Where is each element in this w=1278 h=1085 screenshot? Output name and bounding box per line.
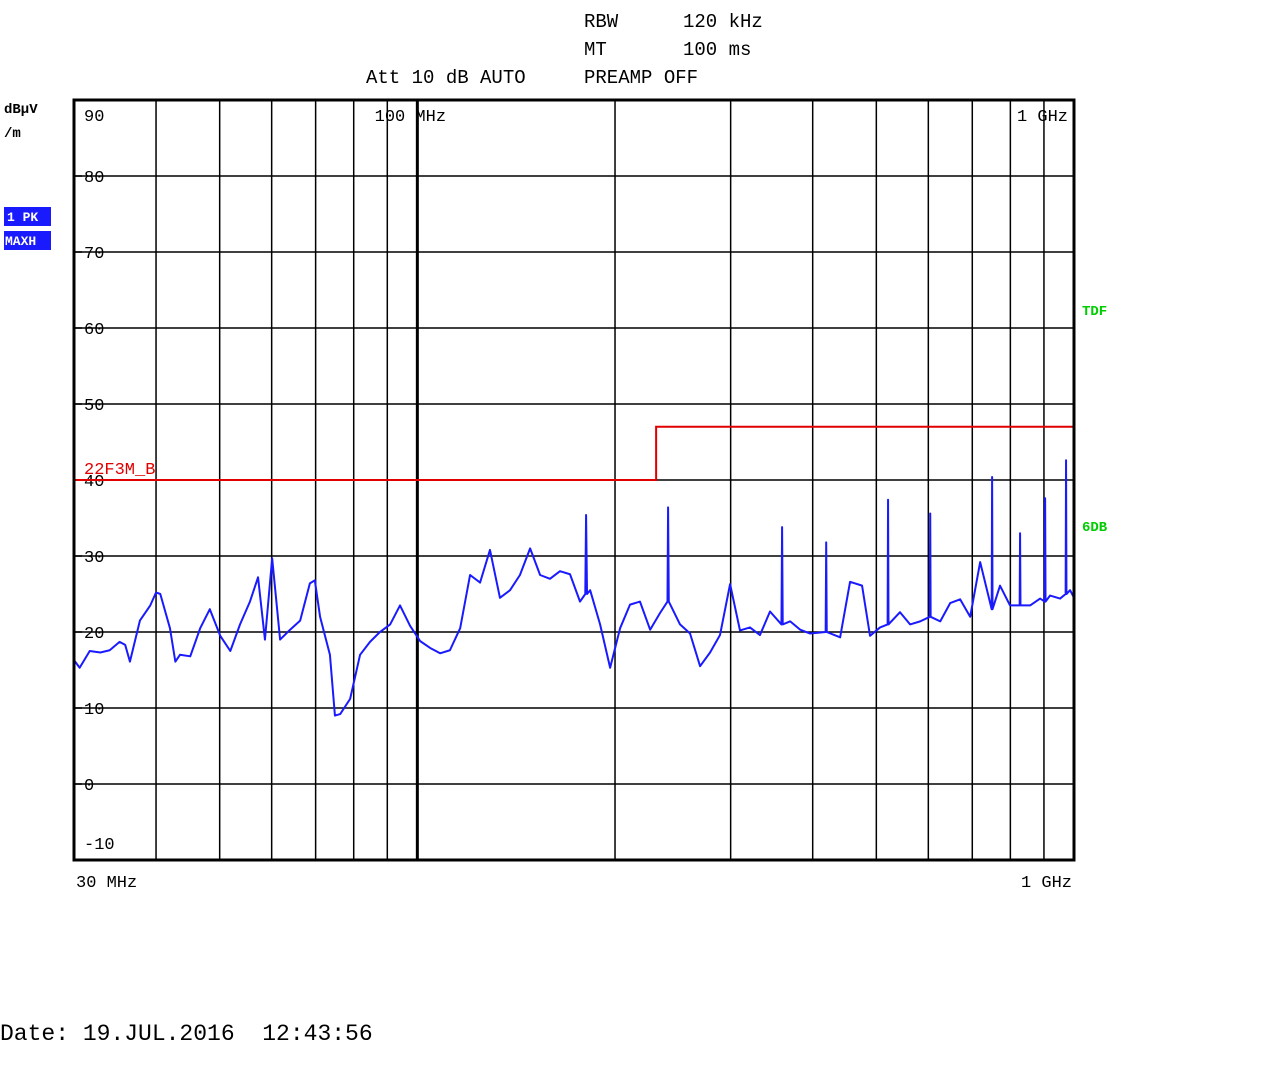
y-tick-label: 80 xyxy=(84,169,104,188)
limit-line xyxy=(74,425,1074,481)
y-tick-label: 60 xyxy=(84,321,104,340)
y-tick-label: 0 xyxy=(84,777,94,796)
top-x-label: 1 GHz xyxy=(1017,108,1068,127)
y-tick-label: 10 xyxy=(84,701,104,720)
rbw-label: RBW xyxy=(584,11,619,33)
y-tick-label: -10 xyxy=(84,836,115,855)
trace-badge xyxy=(4,207,51,226)
y-tick-label: 70 xyxy=(84,245,104,264)
y-tick-label: 20 xyxy=(84,625,104,644)
x-tick-label: 1 GHz xyxy=(1021,874,1072,893)
trace-mode: MAXH xyxy=(5,234,36,249)
top-x-label: 100 MHz xyxy=(375,108,446,127)
trace-badge xyxy=(4,231,51,250)
mt-label: MT xyxy=(584,39,607,61)
preamp: PREAMP OFF xyxy=(584,67,698,89)
rbw-value: 120 kHz xyxy=(683,11,763,33)
y-tick-label: 50 xyxy=(84,397,104,416)
trace-name: 1 PK xyxy=(7,210,38,225)
date: Date: 19.JUL.2016 12:43:56 xyxy=(0,1021,373,1047)
y-unit: dBµV xyxy=(4,102,38,118)
y-tick-label: 90 xyxy=(84,108,104,127)
mt-value: 100 ms xyxy=(683,39,751,61)
trace xyxy=(73,459,1075,717)
side-label: TDF xyxy=(1082,304,1107,320)
plot-frame xyxy=(72,98,1076,862)
y-unit: /m xyxy=(4,126,21,142)
x-tick-label: 30 MHz xyxy=(76,874,137,893)
side-label: 6DB xyxy=(1082,520,1108,536)
y-tick-label: 30 xyxy=(84,549,104,568)
y-tick-label: 40 xyxy=(84,473,104,492)
limit-label: 22F3M_B xyxy=(84,461,155,480)
attenuation: Att 10 dB AUTO xyxy=(366,67,526,89)
